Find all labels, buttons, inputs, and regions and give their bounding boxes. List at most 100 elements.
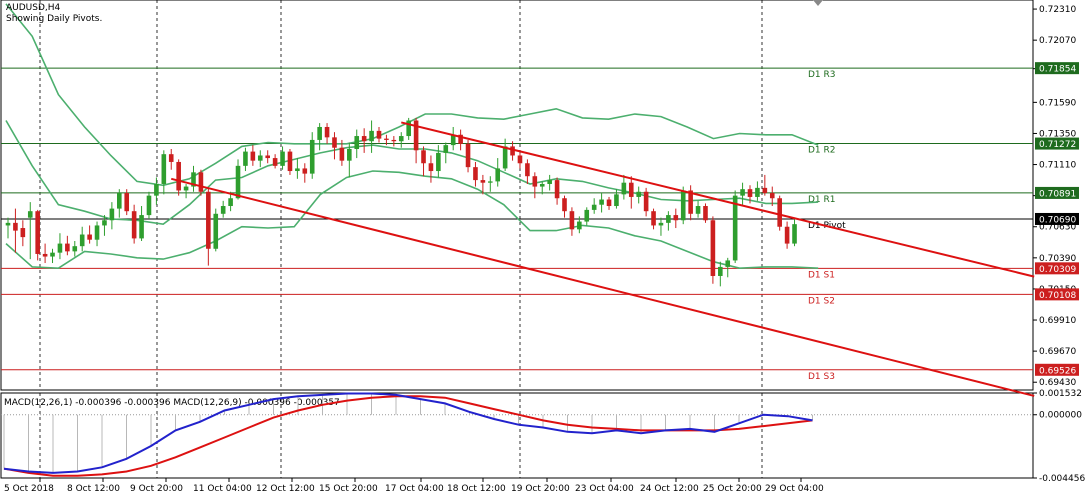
candle-body [213, 213, 219, 249]
candle [569, 207, 575, 236]
candle-body [50, 252, 55, 257]
macd-main-line [3, 392, 813, 474]
y-tick-label: 0.70630 [1039, 223, 1076, 233]
candle-body [614, 194, 619, 207]
candle [235, 159, 241, 200]
macd-indicator-label: MACD(12,26,1) -0.000396 -0.000396 MACD(1… [4, 398, 340, 408]
candle-body [398, 136, 404, 142]
x-tick-label: 25 Oct 20:00 [703, 484, 762, 494]
candle-body [235, 165, 241, 199]
candle-body [562, 198, 567, 212]
candle-body [628, 182, 634, 197]
candle-body [406, 120, 411, 137]
candle [220, 200, 226, 218]
candle [354, 129, 360, 159]
candle-body [354, 136, 360, 150]
candle [755, 181, 760, 201]
candle-body [658, 222, 664, 226]
candle [577, 216, 582, 234]
candle [680, 186, 686, 225]
candle-body [480, 180, 486, 183]
x-tick-label: 17 Oct 04:00 [385, 484, 444, 494]
candle-body [465, 143, 471, 168]
candle-body [450, 134, 456, 146]
candle-body [688, 190, 693, 214]
candle-body [339, 147, 345, 161]
candle-body [391, 139, 397, 142]
candle-body [473, 167, 478, 181]
candle-body [784, 226, 790, 244]
pivot-price-tag [1035, 262, 1079, 275]
x-tick-label: 29 Oct 04:00 [765, 484, 824, 494]
macd-y-tick-label: 0.000000 [1039, 411, 1082, 421]
macd-panel-frame [0, 392, 1034, 479]
candle [302, 163, 308, 183]
candle [458, 129, 463, 151]
candle-body [680, 190, 686, 221]
candle [154, 177, 159, 205]
y-tick-label: 0.71590 [1039, 98, 1076, 108]
candle-body [651, 211, 656, 226]
candle [473, 161, 478, 187]
candle [769, 186, 775, 207]
candle [636, 186, 641, 204]
candle-body [109, 208, 115, 221]
candle [5, 217, 11, 239]
candle-body [532, 176, 538, 187]
candle [228, 191, 233, 212]
candle-body [384, 138, 389, 140]
candle-body [131, 211, 137, 239]
macd-y-tick-label: 0.001532 [1039, 389, 1082, 399]
pivot-price-tag [1035, 288, 1079, 301]
pivot-price-tag [1035, 212, 1079, 225]
candle [391, 136, 397, 147]
candle-body [599, 199, 604, 205]
candle [191, 165, 196, 192]
candle-body [13, 222, 18, 231]
candle [480, 174, 486, 195]
candle [584, 207, 590, 226]
candle-body [755, 187, 760, 197]
candle [398, 132, 404, 148]
candle-body [525, 163, 530, 177]
candle-body [591, 204, 597, 210]
candle [332, 132, 337, 160]
candle-body [740, 189, 745, 196]
candle-body [243, 151, 248, 166]
candle [465, 139, 471, 173]
candle [376, 126, 382, 143]
candle-body [436, 152, 441, 172]
pivot-label: D1 R3 [808, 70, 836, 80]
candle-body [102, 220, 107, 226]
candle-body [547, 180, 552, 184]
candle [94, 221, 100, 247]
candle [547, 174, 552, 191]
candle-body [168, 154, 174, 162]
candle-body [703, 206, 708, 221]
candle-body [176, 161, 181, 191]
candle [20, 220, 26, 247]
candle-body [666, 215, 671, 223]
candle-body [443, 145, 449, 153]
candle [206, 187, 211, 266]
candle-body [488, 181, 493, 183]
channel-upper-line [401, 121, 1035, 278]
candle [257, 150, 263, 168]
chart-symbol-title: AUDUSD,H4 [6, 3, 61, 13]
candle [131, 204, 137, 244]
price-panel-frame [0, 0, 1034, 391]
candle [450, 126, 456, 151]
candle-body [198, 172, 204, 192]
candle [183, 183, 189, 199]
candle [643, 187, 649, 217]
candle-body [769, 193, 775, 199]
candle-body [146, 195, 152, 216]
candle [361, 128, 367, 153]
x-tick-label: 8 Oct 12:00 [67, 484, 120, 494]
x-tick-label: 15 Oct 20:00 [319, 484, 378, 494]
y-tick-label: 0.71110 [1039, 161, 1076, 171]
pivot-price-tag [1035, 363, 1079, 376]
y-tick-label: 0.72070 [1039, 36, 1076, 46]
candle-body [324, 126, 330, 138]
